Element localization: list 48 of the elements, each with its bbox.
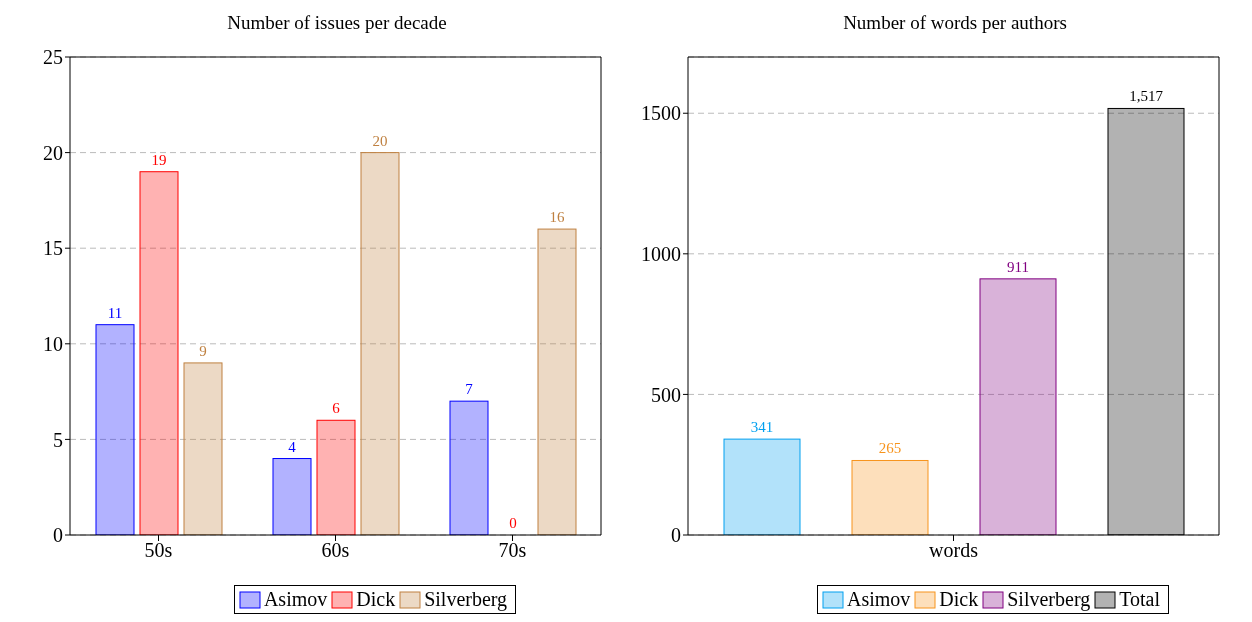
x-tick-label: 60s bbox=[321, 539, 350, 562]
x-tick-label: 70s bbox=[498, 539, 527, 562]
data-label: 1,517 bbox=[1129, 88, 1164, 105]
data-label: 7 bbox=[465, 381, 474, 398]
data-label: 6 bbox=[332, 400, 341, 417]
data-label: 265 bbox=[878, 440, 902, 457]
data-label: 341 bbox=[750, 419, 774, 436]
y-tick-label: 20 bbox=[43, 141, 63, 164]
bar bbox=[95, 324, 135, 535]
x-tick-label: 50s bbox=[144, 539, 173, 562]
legend-label: Asimov bbox=[262, 588, 328, 611]
y-tick-label: 1500 bbox=[641, 102, 681, 125]
bar bbox=[360, 152, 400, 535]
data-label: 911 bbox=[1007, 258, 1029, 275]
data-label: 0 bbox=[509, 515, 517, 531]
chart-title: Number of issues per decade bbox=[226, 11, 448, 35]
data-label: 9 bbox=[199, 342, 207, 359]
bar bbox=[139, 171, 179, 535]
bar bbox=[851, 459, 929, 535]
data-label: 4 bbox=[288, 438, 297, 455]
bar bbox=[316, 419, 356, 535]
legend-label: Total bbox=[1118, 588, 1160, 611]
data-label: 11 bbox=[107, 304, 123, 321]
legend-label: Silverberg bbox=[423, 588, 508, 611]
y-tick-label: 10 bbox=[43, 332, 63, 355]
legend-label: Dick bbox=[355, 588, 396, 611]
y-tick-label: 5 bbox=[53, 428, 63, 451]
y-tick-label: 500 bbox=[651, 383, 681, 406]
bar bbox=[723, 438, 801, 535]
y-tick-label: 25 bbox=[43, 46, 63, 69]
bar bbox=[1107, 107, 1185, 535]
data-label: 19 bbox=[151, 151, 167, 168]
legend-label: Asimov bbox=[846, 588, 911, 611]
data-label: 20 bbox=[372, 132, 388, 149]
bar bbox=[979, 278, 1057, 535]
bar bbox=[449, 400, 489, 535]
bar bbox=[272, 458, 312, 535]
data-label: 16 bbox=[549, 209, 565, 226]
y-tick-label: 0 bbox=[671, 524, 681, 547]
y-tick-label: 1000 bbox=[641, 242, 681, 265]
legend-label: Dick bbox=[938, 588, 979, 611]
chart-title: Number of words per authors bbox=[842, 11, 1068, 35]
y-tick-label: 0 bbox=[53, 524, 63, 547]
y-tick-label: 15 bbox=[43, 237, 63, 260]
bar bbox=[537, 228, 577, 535]
x-tick-label: words bbox=[929, 539, 979, 562]
legend-label: Silverberg bbox=[1006, 588, 1091, 611]
bar bbox=[183, 362, 223, 535]
